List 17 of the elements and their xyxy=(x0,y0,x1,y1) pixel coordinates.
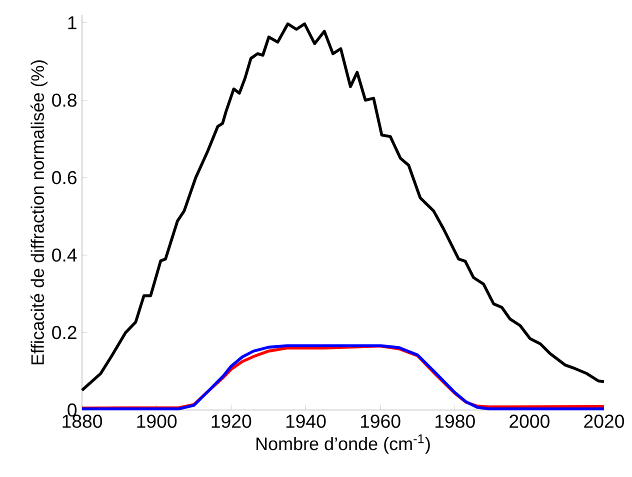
x-tick-label: 1960 xyxy=(360,414,400,428)
y-tick-label: 0.4 xyxy=(52,248,77,262)
line-series xyxy=(80,22,606,392)
y-tick-label: 0.6 xyxy=(52,171,76,184)
x-tick-label: 1900 xyxy=(137,414,177,428)
y-axis-title: Efficacité de diffraction normalisée (%) xyxy=(30,60,48,364)
y-tick-label: 1 xyxy=(68,16,76,30)
x-tick-label: 1980 xyxy=(436,414,475,428)
x-tick-label: 2020 xyxy=(584,414,624,428)
y-tick-label: 0.8 xyxy=(52,94,76,107)
x-axis-title: Nombre d’onde (cm$^{-1}$) xyxy=(256,434,430,454)
x-tick-label: 1880 xyxy=(62,414,102,428)
x-tick-label: 2000 xyxy=(510,414,550,428)
x-tick-label: 1920 xyxy=(212,414,252,428)
x-tick-label: 1940 xyxy=(286,414,326,428)
y-tick-label: 0.2 xyxy=(52,326,76,340)
y-tick-label: 0 xyxy=(68,403,77,417)
